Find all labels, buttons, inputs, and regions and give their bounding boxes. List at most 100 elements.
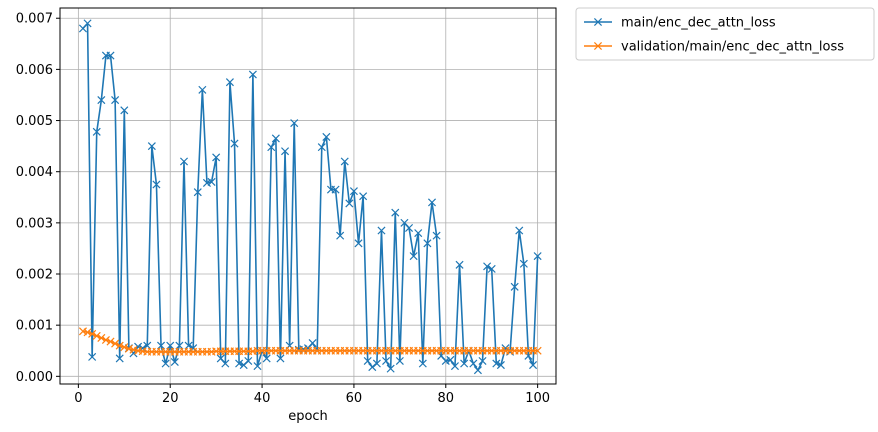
data-point <box>248 70 257 79</box>
data-point <box>120 343 129 352</box>
x-tick-label: 20 <box>162 391 179 406</box>
data-point <box>120 106 129 115</box>
data-point <box>225 78 234 87</box>
data-point <box>478 356 487 366</box>
data-point <box>221 359 230 368</box>
x-tick-label: 0 <box>74 391 82 406</box>
data-point <box>345 199 354 208</box>
y-tick-label: 0.007 <box>16 12 53 27</box>
data-point <box>230 139 239 148</box>
data-point <box>529 361 538 370</box>
y-tick-label: 0.002 <box>16 268 53 283</box>
data-point <box>414 229 423 238</box>
data-point <box>340 157 349 166</box>
data-point <box>175 341 184 350</box>
data-point <box>92 331 101 340</box>
data-point <box>382 356 391 366</box>
data-point <box>88 352 97 361</box>
data-point <box>418 359 427 368</box>
data-point <box>179 157 189 166</box>
data-point <box>372 359 381 368</box>
data-point <box>170 357 179 367</box>
data-point <box>184 341 193 350</box>
data-point <box>331 185 340 194</box>
data-point <box>92 127 101 136</box>
data-point <box>157 341 166 350</box>
y-tick-label: 0.006 <box>16 63 53 78</box>
y-tick-label: 0.003 <box>16 216 53 231</box>
x-tick-label: 40 <box>254 391 271 406</box>
data-point <box>469 359 478 368</box>
data-point <box>322 132 331 141</box>
legend: main/enc_dec_attn_loss validation/main/en… <box>575 7 875 61</box>
data-point <box>88 329 97 338</box>
data-point <box>492 359 501 368</box>
data-point <box>106 51 115 60</box>
data-point <box>262 354 271 363</box>
data-point <box>391 208 400 217</box>
data-point <box>359 192 368 201</box>
data-point <box>487 264 496 273</box>
series-line <box>82 330 538 353</box>
data-point <box>533 252 542 261</box>
x-tick-label: 100 <box>525 391 550 406</box>
data-point <box>354 239 363 248</box>
data-point <box>189 344 198 353</box>
legend-label: validation/main/enc_dec_attn_loss <box>621 40 844 55</box>
data-point <box>446 355 455 364</box>
data-point <box>427 198 437 207</box>
data-point <box>317 143 326 152</box>
data-point <box>395 356 404 366</box>
plot-frame <box>59 7 557 385</box>
data-point <box>510 282 519 291</box>
data-point <box>207 177 216 186</box>
data-point <box>405 223 414 232</box>
legend-entry: main/enc_dec_attn_loss <box>584 16 776 31</box>
legend-marker <box>593 41 603 51</box>
data-point <box>363 356 372 366</box>
legend-frame <box>575 7 875 61</box>
y-tick-label: 0.000 <box>16 370 53 385</box>
data-point <box>111 339 120 348</box>
data-point <box>106 337 115 346</box>
data-point <box>193 188 202 197</box>
data-point <box>290 119 299 128</box>
data-point <box>483 262 492 271</box>
data-point <box>166 341 175 350</box>
data-point <box>147 142 156 151</box>
legend-label: main/enc_dec_attn_loss <box>621 16 776 31</box>
y-tick-label: 0.001 <box>16 319 53 334</box>
data-point <box>423 239 432 248</box>
data-point <box>143 341 152 350</box>
data-point <box>450 362 459 371</box>
x-axis-label: epoch <box>288 409 328 424</box>
data-point <box>235 359 244 368</box>
data-point <box>336 231 345 240</box>
data-point <box>460 359 469 368</box>
x-tick-label: 60 <box>346 391 363 406</box>
data-point <box>101 335 110 345</box>
axis-ticks: 0 20 40 60 80 100 0.000 0.001 0.002 0.003 0.004 0.0… <box>16 12 550 406</box>
grid <box>60 8 556 384</box>
data-point <box>115 341 124 350</box>
legend-entry: validation/main/enc_dec_attn_loss <box>584 40 844 55</box>
data-point <box>198 85 207 94</box>
data-point <box>368 363 377 372</box>
data-point <box>455 260 464 269</box>
data-point <box>308 339 317 348</box>
data-point <box>409 252 418 261</box>
data-point <box>152 180 161 189</box>
data-point <box>515 226 524 235</box>
y-tick-label: 0.005 <box>16 114 53 129</box>
data-point <box>519 259 528 268</box>
data-point <box>281 147 290 156</box>
legend-marker <box>593 17 603 27</box>
data-point <box>244 356 253 366</box>
data-point <box>83 328 92 337</box>
x-tick-label: 80 <box>438 391 455 406</box>
data-point <box>432 231 441 240</box>
data-point <box>115 354 124 363</box>
data-point <box>496 361 505 370</box>
